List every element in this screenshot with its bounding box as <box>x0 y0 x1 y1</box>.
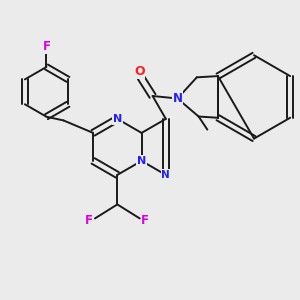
Text: N: N <box>161 170 170 180</box>
Text: O: O <box>134 65 145 78</box>
Text: N: N <box>113 114 122 124</box>
Text: F: F <box>141 214 149 227</box>
Text: F: F <box>85 214 93 227</box>
Text: F: F <box>42 40 50 53</box>
Text: N: N <box>137 156 146 166</box>
Text: N: N <box>172 92 182 105</box>
